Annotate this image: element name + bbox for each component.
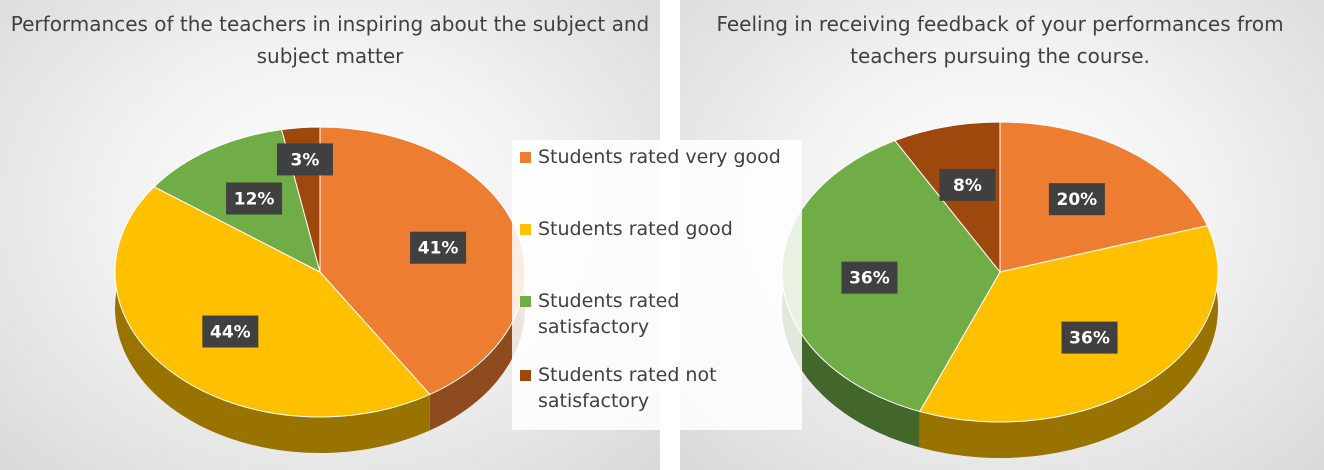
data-label-box (1048, 183, 1105, 216)
data-label: 12% (234, 190, 275, 210)
data-label: 8% (953, 176, 982, 196)
legend-swatch (520, 370, 531, 381)
chart-title: Feeling in receiving feedback of your pe… (716, 12, 1284, 68)
legend-swatch (520, 224, 531, 235)
legend-label: Students rated good (538, 218, 733, 240)
chart-title: Performances of the teachers in inspirin… (10, 12, 650, 68)
data-label: 3% (291, 150, 320, 170)
data-label-box (410, 231, 467, 264)
legend-label: Students rated satisfactory (538, 290, 680, 338)
data-label: 36% (1069, 329, 1110, 349)
data-label: 36% (849, 269, 890, 289)
legend-item: Students rated very good (520, 144, 790, 170)
data-label: 44% (210, 323, 251, 343)
data-label: 41% (418, 239, 459, 259)
legend-label: Students rated very good (538, 146, 781, 168)
legend: Students rated very good Students rated g… (512, 140, 802, 430)
data-label-box (226, 182, 283, 215)
data-label-box (202, 315, 259, 348)
slice-side (919, 225, 1218, 458)
legend-label: Students rated not satisfactory (538, 364, 717, 412)
data-label: 20% (1057, 190, 1098, 210)
data-label-box (1061, 321, 1118, 354)
legend-swatch (520, 152, 531, 163)
data-label-box (939, 168, 996, 201)
legend-item: Students rated not satisfactory (520, 362, 790, 414)
pie-slice (114, 186, 431, 418)
data-label-box (276, 143, 333, 176)
legend-item: Students rated satisfactory (520, 288, 790, 340)
data-label-box (841, 261, 898, 294)
legend-swatch (520, 296, 531, 307)
legend-item: Students rated good (520, 216, 790, 242)
